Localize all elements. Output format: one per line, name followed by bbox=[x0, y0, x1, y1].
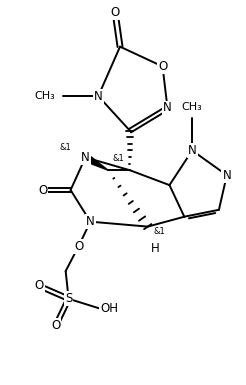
Text: CH₃: CH₃ bbox=[34, 91, 55, 101]
Text: OH: OH bbox=[100, 302, 118, 315]
Text: &1: &1 bbox=[60, 143, 72, 152]
Text: &1: &1 bbox=[154, 227, 166, 236]
Text: N: N bbox=[163, 102, 172, 114]
Polygon shape bbox=[83, 154, 108, 170]
Text: O: O bbox=[110, 5, 120, 18]
Text: N: N bbox=[188, 144, 197, 157]
Text: O: O bbox=[38, 184, 47, 196]
Text: N: N bbox=[81, 151, 90, 164]
Text: O: O bbox=[34, 280, 44, 293]
Text: N: N bbox=[222, 169, 231, 182]
Text: H: H bbox=[151, 242, 160, 255]
Text: O: O bbox=[74, 240, 83, 253]
Text: CH₃: CH₃ bbox=[182, 102, 203, 112]
Text: &1: &1 bbox=[112, 154, 124, 163]
Text: N: N bbox=[94, 90, 103, 102]
Text: O: O bbox=[51, 319, 60, 332]
Text: N: N bbox=[86, 215, 95, 228]
Text: O: O bbox=[158, 60, 167, 73]
Text: S: S bbox=[65, 292, 72, 305]
